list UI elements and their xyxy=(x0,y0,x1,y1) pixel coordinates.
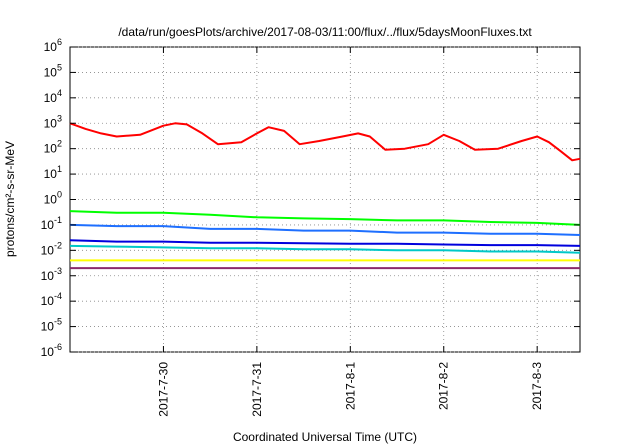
series-line xyxy=(69,244,581,254)
y-axis: 10-6 10-5 10-4 10-3 10-2 10-1 100 101 102 103 104 1… xyxy=(41,37,580,359)
y-tick-label: 10-6 xyxy=(41,342,62,359)
x-axis: 2017-7-30 2017-7-31 2017-8-1 2017-8-2 2017-8… xyxy=(156,47,544,417)
y-tick-label: 102 xyxy=(44,139,62,156)
x-tick-label: 2017-8-2 xyxy=(437,362,451,410)
x-tick-label: 2017-7-31 xyxy=(250,362,264,417)
y-tick-label: 10-3 xyxy=(41,266,62,283)
y-tick-label: 10-4 xyxy=(41,291,62,308)
series-line xyxy=(69,122,581,162)
y-tick-label: 100 xyxy=(44,190,62,207)
chart-title: /data/run/goesPlots/archive/2017-08-03/1… xyxy=(118,25,532,39)
x-tick-label: 2017-7-30 xyxy=(156,362,170,417)
series-line xyxy=(69,210,581,226)
y-tick-label: 10-2 xyxy=(41,240,62,257)
y-tick-label: 105 xyxy=(44,62,62,79)
series-line xyxy=(69,223,581,236)
x-tick-label: 2017-8-1 xyxy=(343,362,357,410)
y-tick-label: 101 xyxy=(44,164,62,181)
y-tick-label: 103 xyxy=(44,113,62,130)
grid xyxy=(70,46,580,353)
x-axis-label: Coordinated Universal Time (UTC) xyxy=(233,430,417,444)
plot-area: 10-6 10-5 10-4 10-3 10-2 10-1 100 101 102 103 104 1… xyxy=(41,37,581,417)
y-tick-label: 10-5 xyxy=(41,317,62,334)
y-tick-label: 104 xyxy=(44,88,62,105)
series-lines xyxy=(69,122,581,270)
y-axis-label: protons/cm²-s-sr-MeV xyxy=(3,141,17,257)
x-tick-label: 2017-8-3 xyxy=(530,362,544,410)
y-tick-label: 10-1 xyxy=(41,215,62,232)
series-line xyxy=(69,239,581,247)
y-tick-label: 106 xyxy=(44,37,62,54)
